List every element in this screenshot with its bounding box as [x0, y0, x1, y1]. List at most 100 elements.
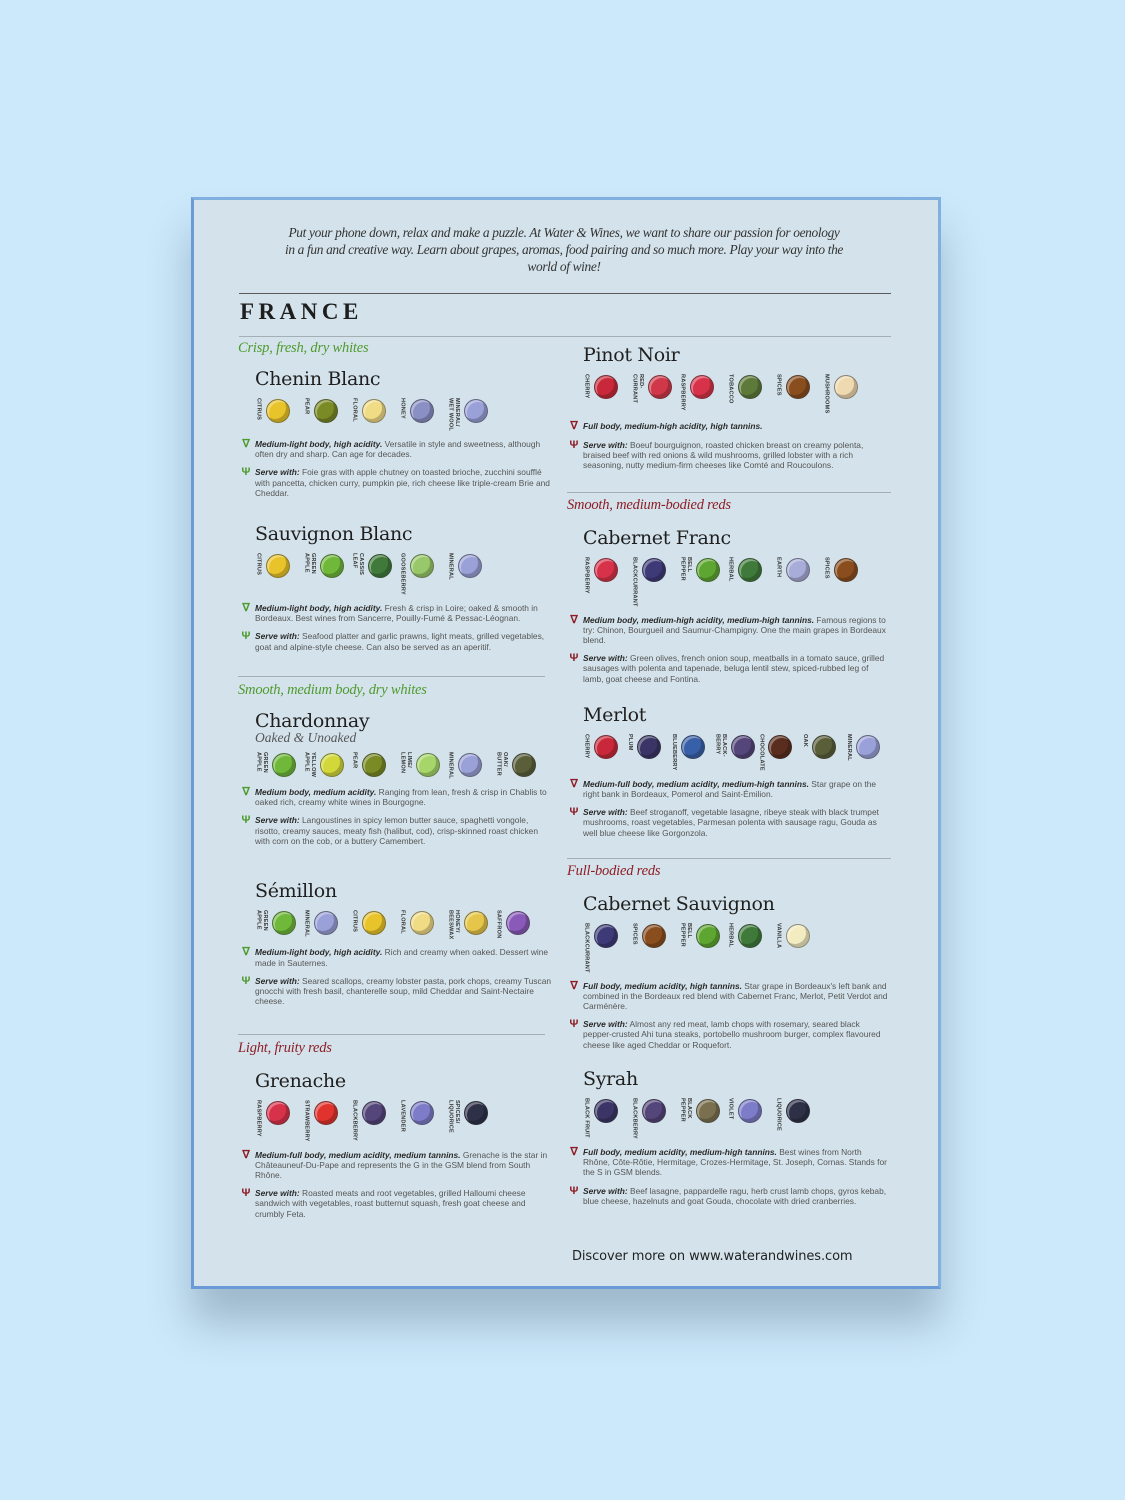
fork-icon: Ψ [241, 814, 251, 827]
note-detail: Seafood platter and garlic prawns, light… [255, 631, 545, 652]
herb-icon [737, 558, 762, 582]
wine-profile-note: ∇ Medium-full body, medium acidity, mediu… [242, 1149, 555, 1181]
website-link[interactable]: Discover more on www.waterandwines.com [572, 1249, 853, 1264]
food-pairing-note: Ψ Serve with: Beef lasagne, pappardelle r… [570, 1185, 889, 1206]
aroma-label: MINERAL [845, 734, 852, 761]
aroma-label: MINERAL [447, 553, 454, 580]
section-heading: Crisp, fresh, dry whites [238, 340, 369, 356]
aroma-label: YELLOW APPLE [303, 752, 317, 778]
aroma-label: HERBAL [727, 557, 734, 582]
lemon-icon [265, 399, 290, 423]
aroma-item: MINERAL [447, 553, 495, 580]
aroma-item: GOOSEBERRY [399, 553, 447, 595]
aroma-label: BELL PEPPER [679, 923, 693, 947]
star-anise-icon [785, 375, 810, 399]
wine-block: Cabernet Sauvignon BLACKCURRANT SPICES BELL… [570, 892, 889, 1050]
wine-block: Syrah BLACK FRUIT BLACKBERRY BLACK PEPPER VI… [570, 1067, 889, 1206]
food-pairing-note: Ψ Serve with: Almost any red meat, lamb c… [570, 1019, 889, 1050]
aroma-label: BLACKBERRY [631, 1098, 638, 1139]
note-text: Full body, medium acidity, high tannins.… [583, 981, 889, 1012]
note-lead: Medium-full body, medium acidity, medium… [255, 1149, 461, 1160]
wine-name: Chardonnay [255, 710, 370, 732]
aroma-label: MINERAL/ WET WOOL [447, 398, 461, 431]
aroma-list: CITRUS GREEN APPLE CASSIS LEAF GOOSEBERRY MI… [255, 553, 555, 595]
aroma-label: BLACKCURRANT [583, 923, 590, 973]
note-detail: Roasted meats and root vegetables, grill… [255, 1188, 526, 1219]
aroma-item: EARTH [775, 557, 823, 582]
note-text: Serve with: Beef lasagne, pappardelle ra… [583, 1186, 889, 1206]
aroma-label: SPICES [823, 557, 830, 579]
aroma-label: GREEN APPLE [255, 752, 269, 773]
note-lead: Serve with: [583, 807, 628, 818]
note-detail: Boeuf bourguignon, roasted chicken breas… [583, 439, 864, 471]
cherry-icon [593, 735, 618, 759]
aroma-label: PEAR [351, 752, 358, 769]
blackcurrant-icon [593, 924, 618, 948]
note-detail: Star grape on the right bank in Bordeaux… [583, 778, 877, 800]
aroma-label: TOBACCO [727, 374, 734, 404]
aroma-item: BLACK FRUIT [583, 1098, 631, 1138]
aroma-item: MINERAL [303, 910, 351, 937]
wine-profile-note: ∇ Medium-light body, high acidity. Rich a… [242, 947, 555, 968]
wine-name: Chenin Blanc [255, 368, 381, 390]
diamond-icon [464, 399, 488, 423]
star-anise-icon [641, 924, 666, 948]
red-wine-glass-icon: ∇ [570, 1145, 578, 1158]
blackberry-icon [731, 735, 756, 759]
aroma-label: HONEY/ BEESWAX [447, 910, 461, 940]
country-divider [239, 336, 891, 337]
wine-block: Sauvignon Blanc CITRUS GREEN APPLE CASSIS L… [242, 522, 555, 652]
note-text: Serve with: Foie gras with apple chutney… [255, 467, 555, 498]
note-detail: Green olives, french onion soup, meatbal… [583, 653, 885, 684]
aroma-item: LIME/ LEMON [399, 752, 447, 777]
wine-name: Cabernet Sauvignon [583, 893, 775, 915]
note-lead: Serve with: [255, 975, 300, 986]
note-text: Serve with: Boeuf bourguignon, roasted c… [583, 440, 889, 471]
wine-name: Sémillon [255, 880, 337, 902]
aroma-item: SPICES [631, 923, 679, 948]
diamond-icon [855, 735, 880, 759]
note-text: Medium-light body, high acidity. Versati… [255, 439, 555, 459]
note-detail: Rich and creamy when oaked. Dessert wine… [255, 947, 549, 968]
aroma-label: SPICES [631, 923, 638, 945]
aroma-item: CHOCOLATE [758, 734, 802, 771]
aroma-label: GOOSEBERRY [399, 553, 406, 595]
aroma-label: BLACKBERRY [351, 1100, 358, 1141]
note-detail: Beef stroganoff, vegetable lasagne, ribe… [583, 807, 879, 838]
food-pairing-note: Ψ Serve with: Roasted meats and root vege… [242, 1188, 555, 1219]
aroma-label: VANILLA [775, 923, 782, 949]
aroma-item: PEAR [351, 752, 399, 777]
wine-name: Pinot Noir [583, 344, 680, 366]
diamond-icon [313, 911, 338, 935]
white-wine-glass-icon: ∇ [242, 437, 250, 450]
note-detail: Foie gras with apple chutney on toasted … [255, 467, 550, 498]
wine-block: Chenin Blanc CITRUS PEAR FLORAL HONEY MINERAL… [242, 367, 555, 498]
food-pairing-note: Ψ Serve with: Seared scallops, creamy lob… [242, 975, 555, 1007]
note-detail: Versatile in style and sweetness, althou… [255, 438, 541, 460]
note-text: Medium body, medium acidity. Ranging fro… [255, 787, 555, 807]
fork-icon: Ψ [569, 806, 579, 819]
food-pairing-note: Ψ Serve with: Beef stroganoff, vegetable … [570, 807, 889, 838]
wine-block: Sémillon GREEN APPLE MINERAL CITRUS FLORAL HO… [242, 879, 555, 1007]
aroma-list: CHERRY PLUM BLUEBERRY BLACK- BERRY CHOCOLATE… [583, 734, 889, 771]
note-lead: Full body, medium-high acidity, high tan… [583, 421, 763, 432]
diamond-icon [457, 753, 482, 777]
note-lead: Serve with: [255, 815, 300, 826]
aroma-label: MINERAL [303, 910, 310, 937]
liquorice-icon [785, 1099, 810, 1123]
black-plum-icon [593, 1099, 618, 1123]
red-wine-glass-icon: ∇ [242, 1148, 250, 1161]
diamond-icon [457, 554, 482, 578]
note-detail: Ranging from lean, fresh & crisp in Chab… [255, 786, 547, 808]
aroma-label: CASSIS LEAF [351, 553, 365, 576]
food-pairing-note: Ψ Serve with: Foie gras with apple chutne… [242, 467, 555, 498]
aroma-item: BELL PEPPER [679, 557, 727, 582]
aroma-item: BLACKCURRANT [631, 557, 679, 607]
aroma-item: CITRUS [255, 553, 303, 578]
aroma-item: GREEN APPLE [303, 553, 351, 578]
aroma-label: OAK [802, 734, 809, 748]
wine-profile-note: ∇ Medium-light body, high acidity. Fresh … [242, 602, 555, 623]
chocolate-icon [768, 735, 793, 759]
aroma-item: VANILLA [775, 923, 823, 948]
section-heading: Full-bodied reds [567, 863, 661, 879]
